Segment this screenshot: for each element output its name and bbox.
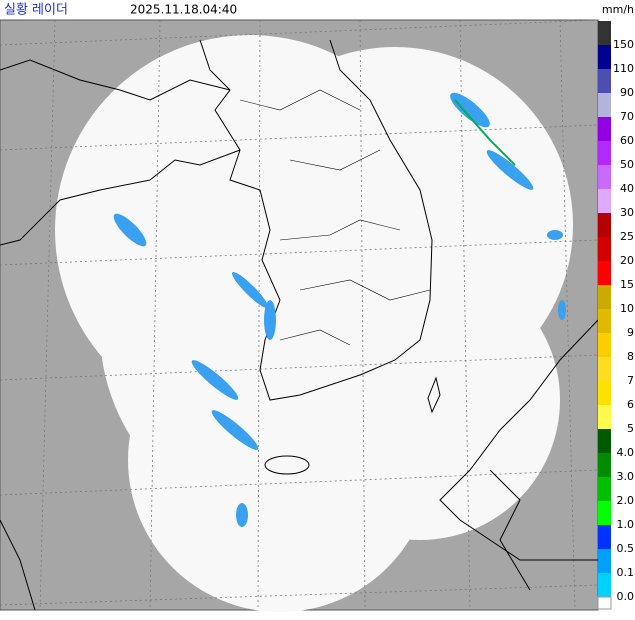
legend-label: 0.0 bbox=[617, 590, 635, 603]
legend-label: 90 bbox=[620, 86, 634, 99]
legend-label: 20 bbox=[620, 254, 634, 267]
legend-label: 70 bbox=[620, 110, 634, 123]
legend-label: 9 bbox=[627, 326, 634, 339]
legend-label: 2.0 bbox=[617, 494, 635, 507]
legend-label: 40 bbox=[620, 182, 634, 195]
legend: 150 110 90 70 60 50 40 30 25 20 15 10 9 8 7 6 5 4.0 3.0 2.0… bbox=[597, 21, 635, 610]
legend-swatch bbox=[598, 309, 611, 333]
legend-swatch bbox=[598, 213, 611, 237]
heavy-echo bbox=[454, 99, 516, 166]
legend-label: 5 bbox=[627, 422, 634, 435]
legend-swatch bbox=[598, 333, 611, 357]
legend-swatch bbox=[598, 261, 611, 285]
legend-swatch bbox=[598, 357, 611, 381]
coastline bbox=[0, 39, 599, 611]
legend-swatch bbox=[598, 237, 611, 261]
legend-label: 50 bbox=[620, 158, 634, 171]
legend-swatch bbox=[598, 21, 611, 45]
legend-swatch bbox=[598, 93, 611, 117]
borders bbox=[239, 89, 431, 346]
legend-swatch bbox=[598, 429, 611, 453]
timestamp: 2025.11.18.04:40 bbox=[130, 3, 237, 17]
legend-label: 150 bbox=[613, 38, 634, 51]
legend-swatch bbox=[598, 45, 611, 69]
legend-swatch bbox=[598, 117, 611, 141]
legend-label: 7 bbox=[627, 374, 634, 387]
legend-swatch bbox=[598, 453, 611, 477]
legend-label: 30 bbox=[620, 206, 634, 219]
title: 실황 레이더 bbox=[4, 3, 68, 18]
legend-label: 6 bbox=[627, 398, 634, 411]
legend-swatch bbox=[598, 573, 611, 597]
graticule bbox=[0, 19, 599, 611]
legend-label: 25 bbox=[620, 230, 634, 243]
legend-label: 1.0 bbox=[617, 518, 635, 531]
coverage bbox=[55, 35, 573, 612]
legend-swatch bbox=[598, 285, 611, 309]
legend-label: 3.0 bbox=[617, 470, 635, 483]
legend-swatch bbox=[598, 477, 611, 501]
legend-label: 10 bbox=[620, 302, 634, 315]
legend-label: 8 bbox=[627, 350, 634, 363]
legend-label: 4.0 bbox=[617, 446, 635, 459]
legend-label: 0.1 bbox=[617, 566, 635, 579]
legend-swatch bbox=[598, 525, 611, 549]
legend-swatch bbox=[598, 405, 611, 429]
legend-label: 0.5 bbox=[617, 542, 635, 555]
legend-swatch bbox=[598, 69, 611, 93]
legend-swatch bbox=[597, 596, 612, 610]
legend-swatch bbox=[598, 381, 611, 405]
legend-label: 15 bbox=[620, 278, 634, 291]
legend-swatch bbox=[598, 165, 611, 189]
legend-swatch bbox=[598, 141, 611, 165]
legend-swatch bbox=[598, 189, 611, 213]
legend-swatch bbox=[598, 549, 611, 573]
legend-label: 110 bbox=[613, 62, 634, 75]
legend-swatch bbox=[598, 501, 611, 525]
unit: mm/h bbox=[602, 3, 634, 16]
map bbox=[0, 19, 599, 612]
legend-label: 60 bbox=[620, 134, 634, 147]
rain-echoes bbox=[113, 92, 566, 527]
